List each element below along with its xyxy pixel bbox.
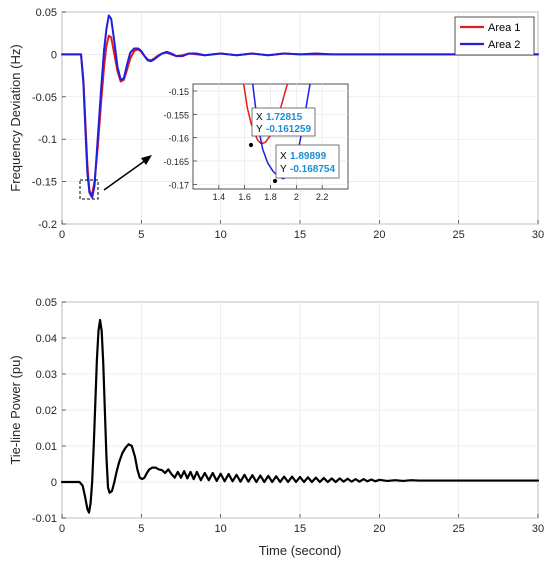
- bottom-y-tick-label: 0.03: [36, 369, 57, 381]
- top-x-tick-label: 30: [532, 229, 544, 241]
- top-series-line-2: [61, 14, 539, 199]
- datatip-1-y-label: Y: [256, 124, 263, 135]
- top-x-tick-label: 15: [294, 229, 306, 241]
- bottom-y-tick-label: 0: [51, 477, 57, 489]
- top-x-tick-label: 5: [138, 229, 144, 241]
- inset-x-tick-label: 2.2: [316, 192, 329, 202]
- inset-y-tick-label: -0.155: [163, 110, 189, 120]
- datatip-2-x-label: X: [280, 151, 287, 162]
- top-x-tick-label: 0: [59, 229, 65, 241]
- legend: Area 1 Area 2: [454, 16, 535, 56]
- bottom-x-tick-label: 25: [453, 523, 465, 535]
- tie-line-power-plot: 0 5 10 15 20 25 30 -0.0100.010.020.030.040.05 …: [8, 297, 544, 558]
- legend-box: [454, 16, 535, 56]
- datatip-2[interactable]: X 1.89899 Y -0.168754: [272, 144, 340, 184]
- inset-y-tick-label: -0.165: [163, 157, 189, 167]
- top-x-tick-label: 25: [453, 229, 465, 241]
- bottom-x-tick-label: 20: [373, 523, 385, 535]
- inset-y-tick-labels: -0.15 -0.155 -0.16 -0.165 -0.17: [163, 87, 189, 190]
- bottom-x-tick-label: 30: [532, 523, 544, 535]
- top-x-tick-label: 10: [215, 229, 227, 241]
- bottom-x-tick-label: 15: [294, 523, 306, 535]
- inset-x-tick-label: 1.8: [264, 192, 277, 202]
- top-y-tick-label: -0.2: [38, 219, 57, 231]
- datatip-1-marker: [248, 142, 254, 148]
- inset-x-tick-label: 1.6: [238, 192, 251, 202]
- bottom-series-line-1: [60, 318, 540, 514]
- datatip-1-x-value: 1.72815: [266, 112, 303, 123]
- legend-label-area1: Area 1: [488, 22, 520, 34]
- inset-y-tick-label: -0.16: [168, 134, 189, 144]
- bottom-series-lines: [60, 318, 540, 514]
- bottom-x-tick-label: 10: [215, 523, 227, 535]
- inset-x-tick-label: 1.4: [213, 192, 226, 202]
- top-y-tick-label: 0.05: [36, 7, 57, 19]
- inset-x-tick-labels: 1.4 1.6 1.8 2 2.2: [213, 192, 329, 202]
- top-y-tick-label: -0.15: [32, 177, 57, 189]
- bottom-x-tick-label: 5: [138, 523, 144, 535]
- datatip-1-x-label: X: [256, 112, 263, 123]
- top-y-axis-label: Frequency Deviation (Hz): [8, 44, 23, 191]
- datatip-2-x-value: 1.89899: [290, 151, 327, 162]
- bottom-x-tick-labels: 0 5 10 15 20 25 30: [59, 523, 544, 535]
- zoom-arrow: [103, 159, 147, 191]
- top-x-tick-label: 20: [373, 229, 385, 241]
- datatip-2-y-label: Y: [280, 164, 287, 175]
- datatip-2-box: [275, 144, 340, 179]
- zoom-inset: 1.4 1.6 1.8 2 2.2 -0.15-0.155-0.16-0.165-0.1…: [163, 83, 349, 202]
- bottom-y-tick-label: 0.05: [36, 297, 57, 309]
- inset-x-tick-label: 2: [294, 192, 299, 202]
- zoom-region-marker: [79, 179, 99, 200]
- top-y-tick-labels: -0.2 -0.15 -0.1 -0.05 0 0.05: [32, 7, 57, 231]
- bottom-y-tick-label: -0.01: [32, 513, 57, 525]
- inset-y-tick-label: -0.15: [168, 87, 189, 97]
- datatip-2-y-value: -0.168754: [290, 164, 335, 175]
- datatip-1[interactable]: X 1.72815 Y -0.161259: [248, 107, 316, 148]
- top-y-tick-label: -0.05: [32, 92, 57, 104]
- top-series-lines: [61, 14, 539, 199]
- top-x-tick-labels: 0 5 10 15 20 25 30: [59, 229, 544, 241]
- bottom-x-tick-label: 0: [59, 523, 65, 535]
- inset-series-line-1: [242, 84, 289, 145]
- top-y-tick-label: 0: [51, 49, 57, 61]
- bottom-y-axis-label: Tie-line Power (pu): [8, 355, 23, 464]
- bottom-grid: [61, 301, 539, 519]
- datatip-1-y-value: -0.161259: [266, 124, 311, 135]
- top-y-tick-label: -0.1: [38, 134, 57, 146]
- bottom-y-tick-label: 0.04: [36, 333, 57, 345]
- frequency-deviation-plot: 0 5 10 15 20 25 30 -0.2 -0.15 -0.1 -0.05 0 0.05 Fre…: [8, 7, 544, 241]
- bottom-x-axis-label: Time (second): [259, 543, 342, 558]
- zoom-arrow-head: [141, 155, 152, 165]
- bottom-y-tick-label: 0.01: [36, 441, 57, 453]
- datatip-1-box: [251, 107, 316, 137]
- bottom-y-tick-labels: -0.01 0 0.01 0.02 0.03 0.04 0.05: [32, 297, 57, 525]
- bottom-y-tick-label: 0.02: [36, 405, 57, 417]
- legend-label-area2: Area 2: [488, 39, 520, 51]
- inset-y-tick-label: -0.17: [168, 180, 189, 190]
- datatip-2-marker: [272, 178, 278, 184]
